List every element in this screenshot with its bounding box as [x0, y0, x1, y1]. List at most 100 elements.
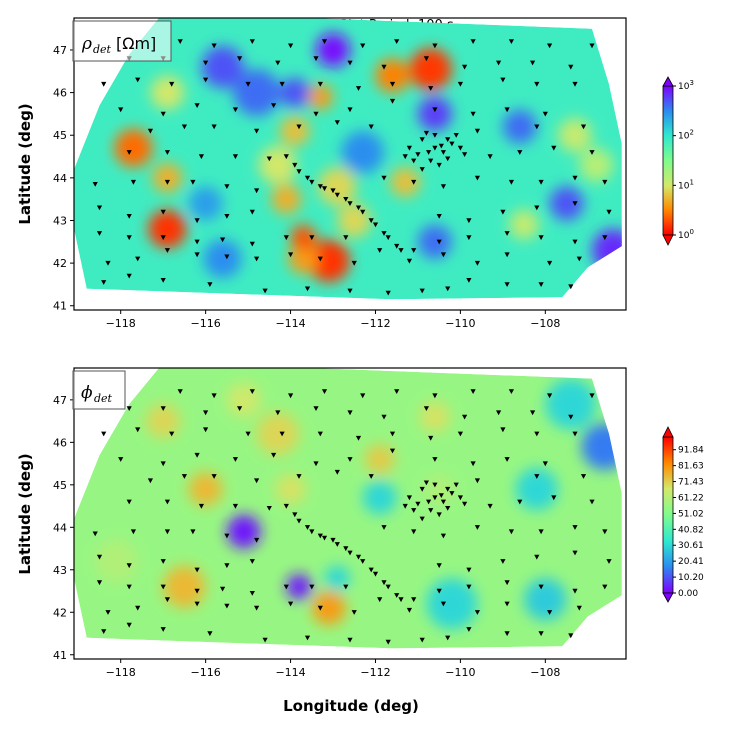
- station-marker: [130, 179, 136, 185]
- station-marker: [398, 248, 404, 253]
- field-anomaly: [233, 69, 280, 116]
- station-marker: [254, 188, 260, 194]
- y-tick-label: 43: [53, 214, 67, 227]
- station-marker: [534, 124, 540, 130]
- station-marker: [602, 179, 608, 185]
- station-marker: [551, 145, 557, 151]
- rho-axes-frame: [73, 17, 627, 311]
- station-marker: [126, 499, 132, 505]
- field-anomaly: [95, 540, 138, 583]
- field-anomaly: [188, 472, 223, 507]
- station-marker: [389, 431, 396, 437]
- y-tick-label: 43: [53, 564, 67, 577]
- station-marker: [283, 235, 289, 241]
- station-marker: [372, 222, 379, 228]
- station-marker: [160, 627, 166, 632]
- colorbar-tick-label: 20.41: [678, 557, 704, 567]
- field-anomaly: [316, 32, 350, 68]
- phi-map: [74, 368, 622, 649]
- field-anomaly: [275, 474, 306, 504]
- station-marker: [474, 478, 480, 484]
- field-anomaly: [420, 402, 450, 432]
- station-marker: [432, 457, 438, 462]
- station-marker: [602, 584, 608, 590]
- field-anomaly: [362, 480, 397, 515]
- station-marker: [126, 622, 132, 628]
- station-marker: [508, 179, 514, 185]
- station-marker: [572, 175, 578, 181]
- station-marker: [534, 474, 540, 479]
- station-marker: [440, 601, 446, 607]
- station-marker: [432, 133, 438, 138]
- rho-map: [74, 18, 622, 300]
- station-marker: [457, 81, 463, 87]
- y-tick-label: 42: [53, 257, 67, 270]
- y-tick-label: 46: [53, 436, 67, 449]
- rho-colorbar: 100 101 102 103: [662, 76, 694, 246]
- station-marker: [309, 235, 315, 241]
- rho-y-axis-label: Latitude (deg): [16, 103, 34, 224]
- station-marker: [381, 231, 387, 236]
- phi-stations: [92, 389, 612, 645]
- station-marker: [304, 635, 311, 641]
- station-marker: [466, 584, 472, 590]
- station-marker: [181, 474, 187, 479]
- station-marker: [534, 81, 540, 87]
- station-marker: [347, 637, 353, 643]
- station-marker: [470, 111, 476, 117]
- y-tick-label: 45: [53, 129, 67, 142]
- station-marker: [381, 580, 387, 586]
- station-marker: [462, 152, 468, 157]
- station-marker: [572, 550, 578, 556]
- station-marker: [415, 501, 421, 507]
- station-marker: [262, 288, 268, 294]
- colorbar-tick-label: 40.82: [678, 525, 704, 535]
- rho-panel-label: ρ det [Ωm]: [72, 20, 172, 62]
- field-anomaly: [148, 209, 187, 249]
- station-marker: [190, 179, 196, 185]
- station-marker: [377, 597, 383, 603]
- station-marker: [360, 43, 366, 49]
- field-anomaly: [509, 209, 539, 240]
- station-marker: [321, 535, 328, 541]
- rho-label-subscript: det: [93, 43, 112, 56]
- field-anomaly: [375, 58, 410, 93]
- colorbar-tick-label: 103: [678, 79, 694, 92]
- station-marker: [466, 567, 472, 573]
- field-anomaly: [364, 444, 395, 475]
- station-marker: [389, 448, 396, 454]
- station-marker: [419, 637, 425, 643]
- station-marker: [368, 567, 374, 573]
- station-marker: [304, 525, 311, 530]
- x-axis-label: Longitude (deg): [283, 697, 419, 715]
- station-marker: [347, 457, 353, 462]
- station-marker: [181, 124, 187, 130]
- station-marker: [283, 584, 289, 590]
- station-marker: [606, 559, 612, 564]
- station-marker: [440, 499, 446, 505]
- station-marker: [440, 252, 446, 258]
- station-marker: [355, 554, 362, 560]
- station-marker: [160, 559, 166, 564]
- station-marker: [254, 128, 260, 134]
- station-marker: [360, 209, 366, 215]
- station-marker: [547, 610, 553, 615]
- field-background: [74, 368, 622, 649]
- station-marker: [130, 529, 136, 535]
- station-marker: [96, 231, 103, 236]
- station-marker: [568, 284, 574, 290]
- station-marker: [602, 529, 608, 535]
- station-marker: [118, 457, 124, 462]
- station-marker: [232, 457, 238, 462]
- station-marker: [487, 154, 493, 160]
- station-marker: [254, 256, 260, 262]
- station-marker: [538, 584, 544, 590]
- station-marker: [572, 81, 578, 87]
- phi-colorbar-gradient: [662, 436, 674, 594]
- station-marker: [436, 162, 442, 168]
- station-marker: [436, 588, 442, 594]
- station-marker: [534, 205, 540, 211]
- station-marker: [249, 389, 255, 394]
- station-marker: [381, 414, 387, 420]
- rho-label-box: [72, 20, 172, 62]
